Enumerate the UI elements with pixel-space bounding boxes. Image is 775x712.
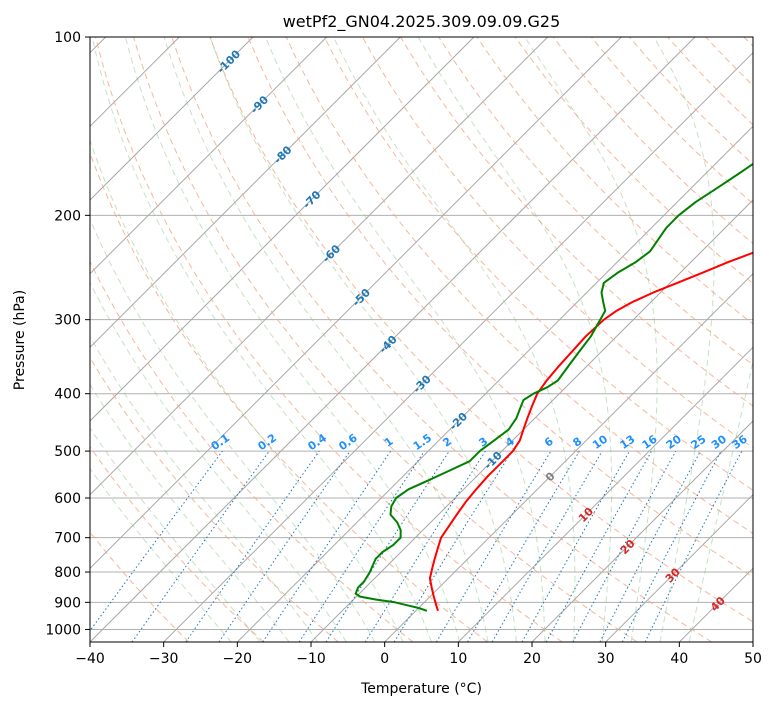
x-tick-label: −10 xyxy=(296,651,326,667)
mixing-ratio-label: 16 xyxy=(640,432,660,452)
isotherm-line xyxy=(164,37,769,642)
mixing-ratio-label: 8 xyxy=(571,435,585,450)
dry-adiabat xyxy=(0,37,338,642)
y-tick-label: 900 xyxy=(54,595,81,611)
mixing-ratio-label: 36 xyxy=(730,432,750,452)
isotherm-line xyxy=(237,37,775,642)
moist-adiabat xyxy=(525,37,657,642)
dry-adiabat xyxy=(668,37,775,642)
moist-adiabat xyxy=(0,37,318,642)
mixing-ratio-label: 10 xyxy=(590,432,610,452)
mixing-ratio-label: 1 xyxy=(382,435,396,450)
isotherm-label: -90 xyxy=(248,93,271,116)
mixing-ratio-line xyxy=(219,451,350,642)
mixing-ratio-label: 1.5 xyxy=(411,431,434,453)
isotherm-line xyxy=(0,37,474,642)
mixing-ratio-line xyxy=(600,451,701,642)
mixing-ratio-label: 25 xyxy=(689,432,709,451)
mixing-ratio-label: 0.1 xyxy=(209,431,232,453)
x-tick-label: −20 xyxy=(223,651,253,667)
y-tick-label: 100 xyxy=(54,30,81,46)
mixing-ratio-line xyxy=(263,451,391,642)
mixing-ratio-line xyxy=(522,451,629,642)
dry-adiabat xyxy=(515,37,775,642)
dewpoint-line xyxy=(356,37,775,611)
dry-adiabat xyxy=(19,37,413,642)
x-tick-label: −30 xyxy=(149,651,179,667)
moist-adiabat xyxy=(92,37,431,642)
x-tick-label: 40 xyxy=(670,651,688,667)
isotherm-line xyxy=(753,37,775,642)
x-tick-label: −40 xyxy=(75,651,105,667)
moist-adiabat xyxy=(38,37,375,642)
y-tick-label: 400 xyxy=(54,387,81,403)
dry-adiabat xyxy=(439,37,775,642)
y-tick-label: 500 xyxy=(54,444,81,460)
dry-adiabat xyxy=(0,37,189,642)
x-tick-label: 30 xyxy=(597,651,615,667)
y-tick-label: 300 xyxy=(54,313,81,329)
y-tick-label: 800 xyxy=(54,565,81,581)
moist-adiabat xyxy=(0,37,231,642)
isotherm-label: 20 xyxy=(618,537,638,557)
mixing-ratio-label: 13 xyxy=(617,433,637,452)
dry-adiabat xyxy=(591,37,775,642)
mixing-ratio-line xyxy=(299,451,424,642)
moist-adiabat xyxy=(210,37,516,642)
dry-adiabat xyxy=(57,37,487,642)
x-tick-label: 0 xyxy=(380,651,389,667)
moist-adiabat xyxy=(63,37,403,642)
moist-adiabat xyxy=(0,37,260,642)
y-tick-label: 700 xyxy=(54,531,81,547)
profile-lines xyxy=(356,37,775,611)
moist-adiabat xyxy=(164,37,488,642)
isotherm-label: -70 xyxy=(300,188,323,211)
moist-adiabat xyxy=(689,37,775,642)
mixing-ratio-label: 30 xyxy=(709,432,729,452)
dry-adiabat xyxy=(0,37,264,642)
isotherm-label: -100 xyxy=(215,47,244,76)
x-tick-label: 50 xyxy=(744,651,762,667)
dry-adiabat xyxy=(96,37,563,642)
mixing-ratio-line xyxy=(365,451,485,642)
y-axis-label: Pressure (hPa) xyxy=(12,290,28,390)
isotherm-line xyxy=(679,37,775,642)
isotherm-label: -50 xyxy=(350,286,373,309)
isotherm-line xyxy=(0,37,253,642)
chart-title: wetPf2_GN04.2025.309.09.09.G25 xyxy=(283,12,561,32)
y-tick-label: 600 xyxy=(54,491,81,507)
isotherm-line xyxy=(16,37,621,642)
mixing-ratio-line xyxy=(436,451,551,642)
isotherm-line xyxy=(458,37,775,642)
mixing-ratio-line xyxy=(82,451,223,642)
x-axis-label: Temperature (°C) xyxy=(360,681,482,697)
isotherm-line xyxy=(385,37,775,642)
isotherm-line xyxy=(0,37,400,642)
mixing-ratio-label: 6 xyxy=(542,435,556,450)
isotherm-label: 40 xyxy=(708,594,728,614)
isotherm-line xyxy=(532,37,775,642)
moist-adiabat xyxy=(654,37,714,642)
dry-adiabat xyxy=(553,37,775,642)
x-tick-label: 10 xyxy=(449,651,467,667)
x-tick-label: 20 xyxy=(523,651,541,667)
isotherm-line xyxy=(0,37,327,642)
mixing-ratio-label: 20 xyxy=(664,432,684,452)
mixing-ratio-label: 0.4 xyxy=(306,431,330,453)
y-tick-label: 1000 xyxy=(45,622,81,638)
dry-adiabat xyxy=(744,37,775,642)
isotherm-line xyxy=(311,37,775,642)
dry-adiabat xyxy=(706,37,775,642)
y-tick-label: 200 xyxy=(54,208,81,224)
